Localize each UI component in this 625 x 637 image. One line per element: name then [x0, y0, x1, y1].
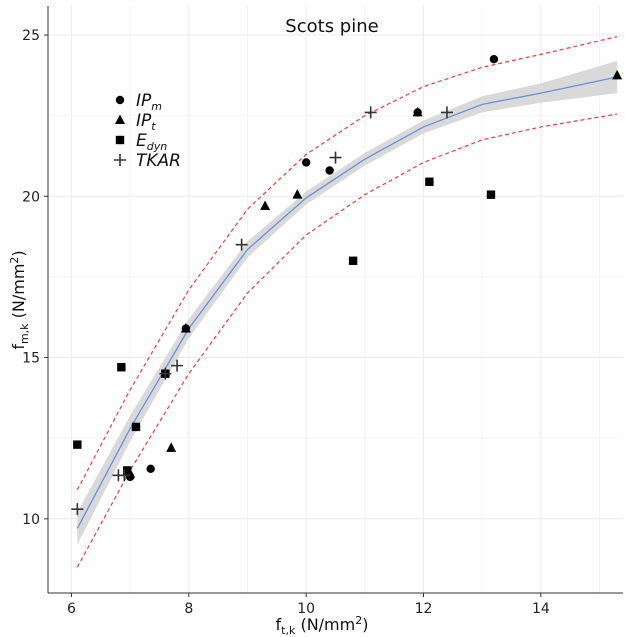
x-tick-label: 14	[532, 601, 550, 617]
legend-marker-square	[115, 135, 125, 145]
x-tick-label: 6	[67, 601, 76, 617]
data-point-tkar	[235, 238, 248, 251]
data-point-edyn	[117, 363, 126, 372]
data-points	[71, 55, 623, 516]
legend-label: IPm	[136, 91, 162, 113]
chart-title: Scots pine	[285, 16, 378, 37]
legend-label-main: TKAR	[136, 151, 181, 171]
data-point-tkar	[440, 106, 453, 119]
x-axis-title-sub: t,k	[281, 624, 296, 637]
y-tick-label: 20	[22, 189, 40, 205]
data-point-ipt	[612, 69, 623, 80]
x-tick-label: 8	[184, 601, 193, 617]
y-tick-label: 10	[22, 512, 40, 528]
data-point-tkar	[171, 359, 184, 372]
fit-line	[76, 76, 618, 529]
legend-marker-triangle	[115, 114, 125, 124]
data-point-tkar	[118, 469, 131, 482]
legend-label: TKAR	[136, 151, 181, 171]
data-point-ipm	[146, 464, 155, 474]
legend-label-sub: t	[151, 120, 156, 133]
y-axis-title-main: f	[9, 344, 28, 350]
data-point-tkar	[71, 503, 84, 516]
legend-label-sub: dyn	[147, 140, 167, 153]
y-axis-title: fm,k (N/mm2)	[8, 250, 31, 349]
x-axis-title: ft,k (N/mm2)	[276, 614, 369, 637]
legend-label: Edyn	[136, 131, 167, 153]
x-axis-title-unit-sup: 2	[355, 614, 362, 627]
data-point-ipt	[412, 106, 423, 117]
data-point-tkar	[159, 367, 172, 380]
data-point-ipt	[292, 189, 303, 199]
legend-marker-plus	[114, 154, 126, 166]
prediction-upper-line	[76, 36, 618, 491]
legend-marker-circle	[115, 95, 125, 105]
legend-label-main: E	[136, 131, 147, 151]
y-tick-label: 25	[22, 28, 40, 44]
data-point-ipt	[166, 442, 177, 452]
data-point-edyn	[123, 466, 132, 475]
prediction-lower-line	[76, 113, 618, 568]
data-point-edyn	[131, 422, 141, 432]
data-point-edyn	[73, 440, 82, 449]
data-point-tkar	[364, 106, 377, 119]
y-tick-label: 15	[22, 351, 40, 367]
data-point-tkar	[329, 151, 342, 164]
data-point-ipm	[301, 158, 311, 167]
y-axis-title-sub: m,k	[18, 323, 31, 344]
x-axis-title-unit-end: )	[362, 615, 368, 634]
x-tick-label: 10	[297, 601, 315, 617]
data-point-ipm	[325, 166, 334, 175]
y-axis-ticks: 10 15 20 25	[22, 28, 48, 528]
data-point-ipm	[489, 55, 499, 64]
y-axis-title-unit-sup: 2	[8, 257, 21, 264]
data-point-ipt	[260, 200, 271, 210]
x-tick-label: 12	[415, 601, 433, 617]
data-point-edyn	[348, 256, 358, 265]
data-point-edyn	[425, 177, 434, 186]
legend-label-sub: m	[151, 100, 162, 113]
fit-line-path	[76, 76, 618, 529]
data-point-edyn	[486, 190, 496, 199]
x-axis-title-unit: (N/mm	[295, 615, 355, 634]
x-axis-title-main: f	[276, 615, 282, 634]
x-axis-ticks: 6 8 10 12 14	[67, 593, 550, 617]
prediction-interval	[76, 36, 618, 568]
y-axis-title-unit: (N/mm	[9, 264, 28, 324]
legend-label: IPt	[136, 111, 156, 133]
legend-label-main: IP	[136, 91, 152, 111]
data-point-ipt	[180, 323, 191, 333]
y-axis-title-unit-end: )	[9, 250, 28, 256]
legend-label-main: IP	[136, 111, 152, 131]
